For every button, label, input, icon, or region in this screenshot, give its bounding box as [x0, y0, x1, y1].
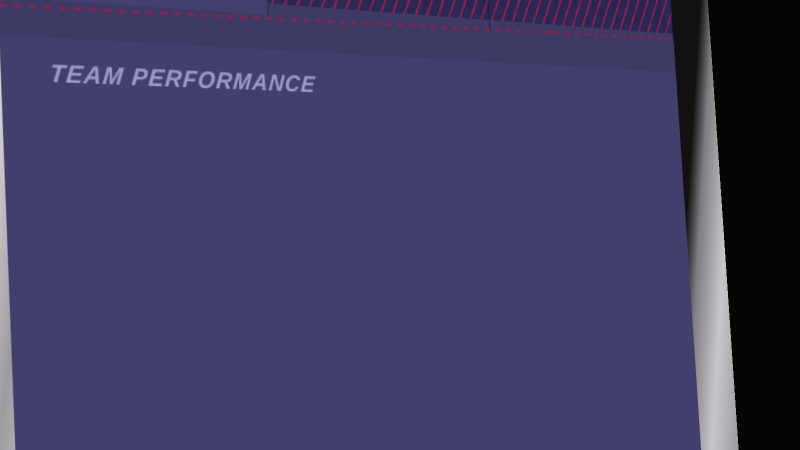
- team-performance-title: TEAM PERFORMANCE: [48, 60, 316, 99]
- match-results-app: GAME 1 NAVI 11:16 GAME 2 N: [0, 0, 721, 450]
- phone-device: GAME 1 NAVI 11:16 GAME 2 N: [0, 0, 759, 450]
- phone-screen: GAME 1 NAVI 11:16 GAME 2 N: [0, 0, 721, 450]
- screenshot-scene: GAME 1 NAVI 11:16 GAME 2 N: [0, 0, 800, 450]
- performance-content-area[interactable]: [2, 113, 721, 450]
- team-performance-section: TEAM PERFORMANCE: [0, 35, 721, 450]
